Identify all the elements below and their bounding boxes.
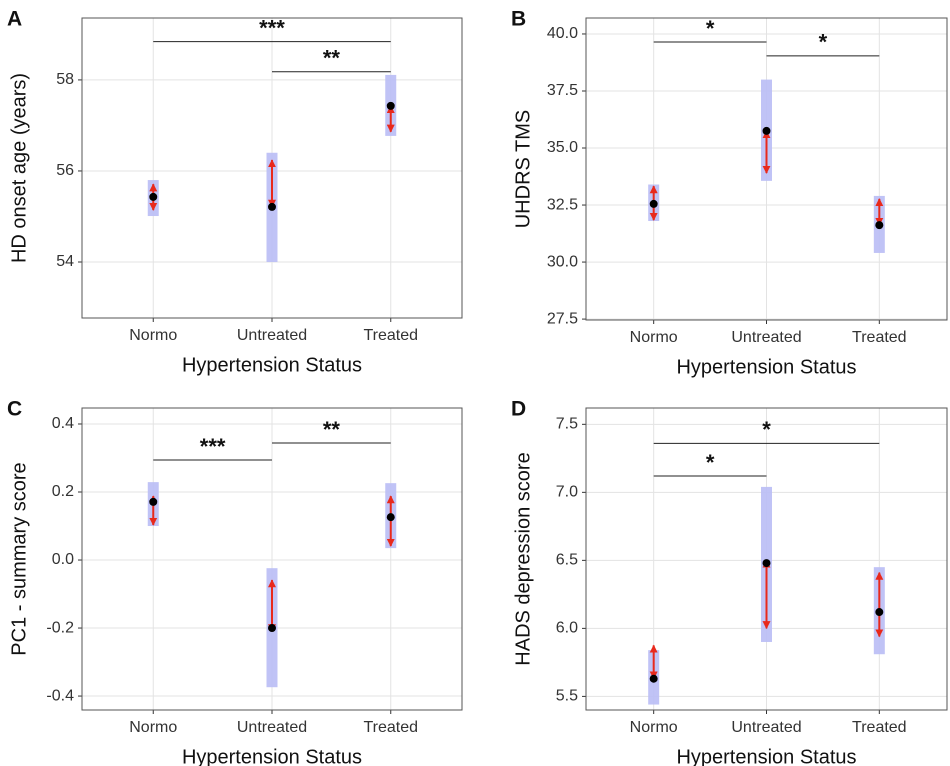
y-tick-label: 0.0 xyxy=(52,551,74,568)
point xyxy=(149,497,158,506)
x-tick-label: Normo xyxy=(630,719,678,736)
y-tick-label: 7.0 xyxy=(556,484,578,501)
y-axis-title: UHDRS TMS xyxy=(512,110,534,229)
y-tick-label: 27.5 xyxy=(547,310,578,327)
point xyxy=(268,624,276,633)
point xyxy=(268,202,276,211)
x-tick-label: Normo xyxy=(630,329,678,346)
panel-letter: A xyxy=(7,8,22,31)
y-tick-label: 6.5 xyxy=(556,552,578,569)
x-tick-label: Untreated xyxy=(731,719,801,736)
significance-label: ** xyxy=(323,417,341,442)
y-tick-label: 30.0 xyxy=(547,253,578,270)
point xyxy=(386,101,395,110)
y-tick-label: 7.5 xyxy=(556,416,578,433)
y-axis-title: HADS depression score xyxy=(512,452,534,665)
y-tick-label: 35.0 xyxy=(547,139,578,156)
y-tick-label: -0.4 xyxy=(46,687,74,704)
y-tick-label: 37.5 xyxy=(547,82,578,99)
point xyxy=(875,221,884,230)
y-tick-label: 0.2 xyxy=(52,483,74,500)
x-tick-label: Treated xyxy=(852,719,907,736)
x-axis-title: Hypertension Status xyxy=(182,746,362,766)
x-tick-label: Treated xyxy=(363,719,418,736)
plot-border xyxy=(81,407,463,711)
significance-label: * xyxy=(706,450,715,475)
panel: 5.5 6.0 6.5 7.0 7.5 Normo Untreated Treated * * Hy… xyxy=(511,398,948,766)
point xyxy=(875,608,884,617)
plot-border xyxy=(585,17,948,321)
y-tick-label: -0.2 xyxy=(46,619,74,636)
y-tick-label: 40.0 xyxy=(547,25,578,42)
x-tick-label: Treated xyxy=(852,329,907,346)
x-tick-label: Normo xyxy=(129,719,177,736)
y-tick-label: 54 xyxy=(56,253,74,270)
point xyxy=(649,199,658,208)
x-axis-title: Hypertension Status xyxy=(182,354,362,376)
x-tick-label: Untreated xyxy=(731,329,801,346)
point xyxy=(762,126,771,135)
y-axis-title: HD onset age (years) xyxy=(8,73,30,263)
y-tick-label: 5.5 xyxy=(556,688,578,705)
significance-label: * xyxy=(706,16,715,41)
x-tick-label: Untreated xyxy=(237,327,307,344)
point xyxy=(762,559,771,568)
x-axis-title: Hypertension Status xyxy=(676,356,856,378)
significance-label: * xyxy=(819,30,828,55)
plot-border xyxy=(585,407,948,711)
point xyxy=(386,513,395,522)
x-axis-title: Hypertension Status xyxy=(676,746,856,766)
significance-label: *** xyxy=(259,15,285,40)
significance-label: *** xyxy=(200,434,226,459)
y-tick-label: 32.5 xyxy=(547,196,578,213)
y-tick-label: 6.0 xyxy=(556,620,578,637)
panel: 27.5 30.0 32.5 35.0 37.5 40.0 Normo Untreated Tr… xyxy=(511,8,948,378)
y-tick-label: 56 xyxy=(56,162,74,179)
panel: -0.4 -0.2 0.0 0.2 0.4 Normo Untreated Treated **… xyxy=(7,398,463,766)
y-tick-label: 58 xyxy=(56,71,74,88)
significance-label: * xyxy=(762,417,771,442)
panel-letter: C xyxy=(7,398,22,421)
point xyxy=(149,192,158,201)
plot-border xyxy=(81,17,463,319)
x-tick-label: Treated xyxy=(363,327,418,344)
panel-letter: B xyxy=(511,8,526,31)
x-tick-label: Normo xyxy=(129,327,177,344)
y-tick-label: 0.4 xyxy=(52,415,74,432)
significance-label: ** xyxy=(323,46,341,71)
point xyxy=(649,674,658,683)
panel-letter: D xyxy=(511,398,526,421)
x-tick-label: Untreated xyxy=(237,719,307,736)
y-axis-title: PC1 - summary score xyxy=(8,462,30,655)
